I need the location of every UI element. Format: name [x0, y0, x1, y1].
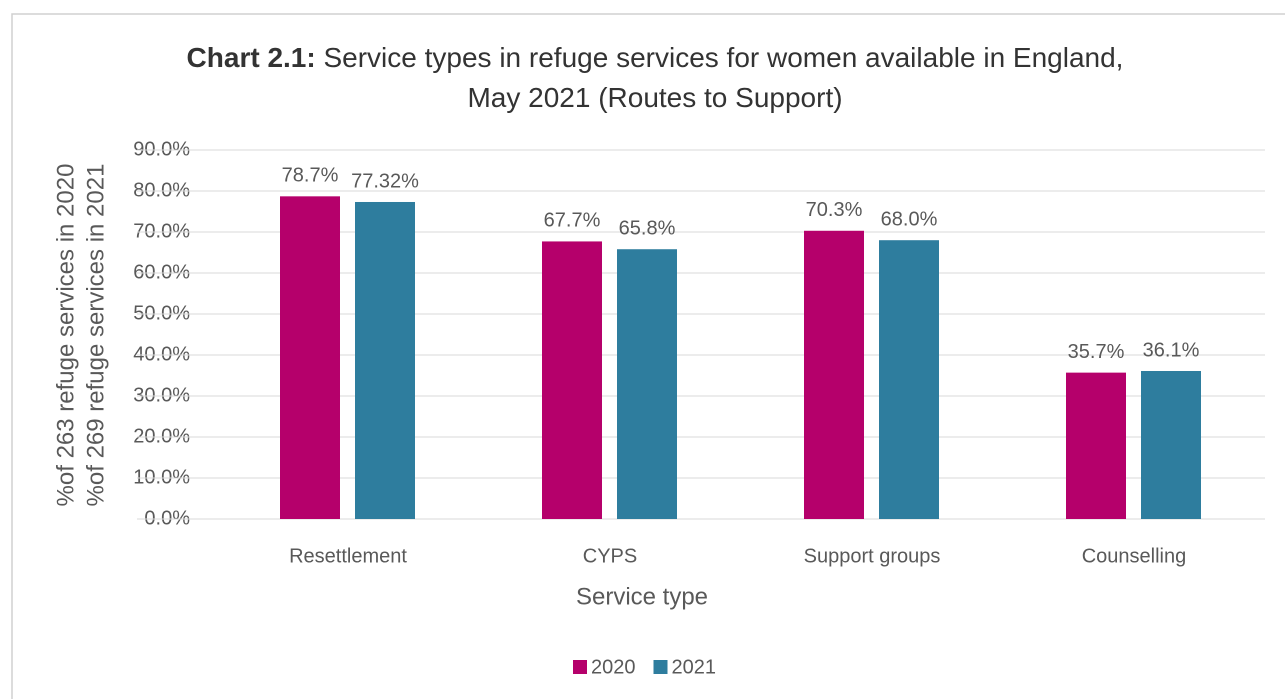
y-tick-label: 50.0%	[133, 302, 190, 324]
y-tick-label: 80.0%	[133, 179, 190, 201]
x-tick-label: Resettlement	[289, 545, 407, 567]
bar	[355, 201, 415, 519]
y-axis-label: %of 263 refuge services in 2020	[52, 164, 79, 507]
value-label: 67.7%	[544, 210, 601, 232]
legend-label: 2020	[591, 656, 636, 678]
y-tick-label: 60.0%	[133, 261, 190, 283]
value-label: 78.7%	[282, 165, 339, 187]
title-label: Chart 2.1:	[186, 42, 316, 73]
y-axis-label: %of 269 refuge services in 2021	[82, 164, 109, 507]
bar	[542, 241, 602, 519]
x-tick-label: CYPS	[583, 545, 637, 567]
bar	[280, 196, 340, 519]
y-tick-label: 40.0%	[133, 343, 190, 365]
bar	[1066, 372, 1126, 519]
legend-label: 2021	[672, 656, 717, 678]
value-label: 77.32%	[351, 170, 419, 192]
y-tick-label: 10.0%	[133, 466, 190, 488]
y-tick-label: 0.0%	[144, 507, 190, 529]
bar	[804, 230, 864, 519]
value-label: 65.8%	[619, 218, 676, 240]
bar	[1141, 370, 1201, 519]
value-label: 68.0%	[881, 208, 938, 230]
y-tick-label: 30.0%	[133, 384, 190, 406]
value-label: 36.1%	[1143, 339, 1200, 361]
value-label: 70.3%	[806, 199, 863, 221]
title-text: Service types in refuge services for wom…	[323, 42, 1124, 113]
y-tick-label: 70.0%	[133, 220, 190, 242]
bar	[879, 240, 939, 519]
chart-border	[11, 13, 1285, 699]
chart-title: Chart 2.1: Service types in refuge servi…	[185, 38, 1125, 118]
legend-swatch	[573, 660, 587, 674]
x-axis-label: Service type	[576, 583, 708, 610]
legend-swatch	[653, 660, 668, 674]
y-tick-label: 20.0%	[133, 425, 190, 447]
y-tick-label: 90.0%	[133, 138, 190, 160]
x-tick-label: Support groups	[804, 545, 941, 567]
value-label: 35.7%	[1068, 341, 1125, 363]
x-tick-label: Counselling	[1082, 545, 1187, 567]
bar	[617, 249, 677, 519]
